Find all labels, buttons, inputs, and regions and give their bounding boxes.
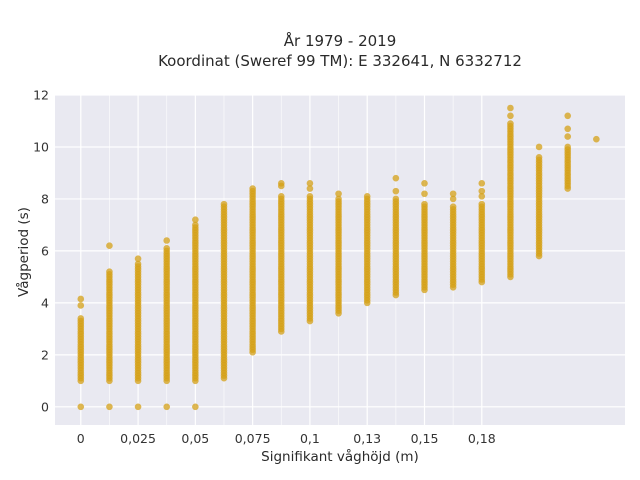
data-point	[77, 295, 85, 303]
x-tick-label: 0,15	[411, 431, 439, 446]
data-point	[192, 221, 199, 229]
data-point	[507, 112, 514, 120]
y-tick-label: 8	[41, 191, 49, 206]
data-point	[192, 403, 199, 411]
data-point	[449, 203, 457, 211]
x-tick-label: 0	[77, 431, 85, 446]
data-point	[306, 193, 314, 200]
data-point	[277, 180, 285, 187]
data-point	[478, 193, 486, 200]
data-point	[163, 403, 171, 411]
data-point	[564, 143, 572, 151]
y-axis-title: Vågperiod (s)	[15, 207, 32, 297]
x-tick-label: 0,075	[235, 431, 271, 446]
chart-title-line-1: År 1979 - 2019	[284, 31, 397, 50]
data-point	[335, 190, 342, 198]
data-point	[134, 403, 142, 411]
y-tick-label: 0	[41, 399, 49, 414]
data-point	[106, 268, 113, 275]
data-point	[134, 260, 142, 268]
x-tick-label: 0,025	[120, 431, 156, 446]
data-point	[77, 403, 85, 411]
data-point	[220, 200, 228, 208]
data-point	[277, 193, 285, 200]
x-tick-label: 0,13	[353, 431, 381, 446]
data-point	[421, 190, 428, 198]
y-tick-label: 2	[41, 347, 49, 362]
x-tick-label: 0,18	[468, 431, 496, 446]
data-point	[478, 187, 486, 195]
data-point	[535, 143, 543, 151]
data-point	[134, 255, 142, 263]
data-points	[77, 104, 600, 411]
y-tick-label: 10	[33, 139, 49, 154]
chart-title-line-2: Koordinat (Sweref 99 TM): E 332641, N 63…	[158, 52, 522, 70]
data-point	[77, 315, 85, 322]
data-point	[306, 185, 314, 192]
data-point	[192, 216, 199, 224]
data-point	[593, 135, 600, 143]
data-point	[392, 187, 400, 195]
data-point	[77, 302, 85, 309]
data-point	[421, 200, 428, 208]
data-point	[564, 133, 572, 140]
data-point	[564, 125, 572, 133]
y-tick-label: 6	[41, 243, 49, 258]
data-point	[306, 180, 314, 187]
data-point	[392, 174, 400, 182]
data-point	[478, 200, 486, 208]
data-point	[249, 185, 256, 192]
data-point	[421, 180, 428, 187]
data-point	[335, 195, 342, 203]
data-point	[507, 104, 514, 112]
tick-labels: 0 0,025 0,05 0,075 0,1 0,13 0,15 0,18 0 2 4 6 8 10 12	[33, 88, 496, 447]
data-point	[163, 237, 171, 244]
data-point	[449, 195, 457, 203]
data-point	[392, 195, 400, 203]
data-point	[106, 403, 113, 411]
data-point	[478, 180, 486, 187]
y-tick-label: 12	[33, 88, 49, 103]
data-point	[449, 190, 457, 198]
data-point	[535, 154, 543, 161]
data-point	[163, 245, 171, 252]
data-point	[564, 112, 572, 120]
data-point	[363, 193, 371, 200]
data-point	[106, 242, 113, 250]
data-point	[507, 120, 514, 127]
x-tick-label: 0,1	[300, 431, 320, 446]
x-tick-label: 0,05	[181, 431, 209, 446]
x-axis-title: Signifikant våghöjd (m)	[261, 448, 419, 465]
y-tick-label: 4	[41, 295, 49, 310]
